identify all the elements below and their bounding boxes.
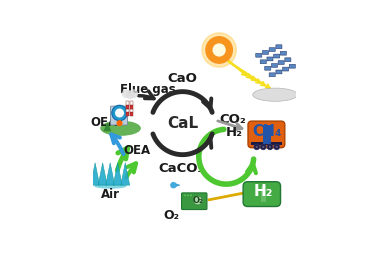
FancyBboxPatch shape — [190, 194, 192, 196]
FancyBboxPatch shape — [184, 194, 186, 196]
FancyBboxPatch shape — [126, 109, 129, 112]
Circle shape — [274, 144, 280, 150]
Circle shape — [255, 146, 258, 148]
FancyBboxPatch shape — [126, 105, 129, 109]
Polygon shape — [103, 122, 111, 131]
Circle shape — [262, 146, 264, 148]
FancyBboxPatch shape — [111, 106, 127, 125]
Ellipse shape — [94, 184, 127, 189]
FancyBboxPatch shape — [243, 182, 280, 206]
FancyBboxPatch shape — [278, 61, 284, 64]
Circle shape — [117, 120, 123, 126]
Text: CaCO₃: CaCO₃ — [158, 162, 203, 175]
FancyBboxPatch shape — [248, 121, 285, 148]
FancyBboxPatch shape — [274, 54, 280, 58]
FancyBboxPatch shape — [130, 112, 133, 116]
Text: O₂: O₂ — [192, 196, 203, 205]
FancyBboxPatch shape — [283, 67, 289, 71]
Circle shape — [115, 109, 124, 117]
Circle shape — [122, 89, 131, 98]
FancyBboxPatch shape — [130, 105, 133, 109]
FancyBboxPatch shape — [251, 143, 282, 145]
FancyBboxPatch shape — [271, 64, 277, 67]
Text: CO₂: CO₂ — [219, 112, 246, 126]
FancyBboxPatch shape — [130, 109, 133, 112]
Circle shape — [254, 144, 260, 150]
Circle shape — [276, 146, 278, 148]
FancyBboxPatch shape — [256, 53, 262, 57]
FancyBboxPatch shape — [269, 73, 275, 77]
Polygon shape — [113, 163, 122, 185]
FancyBboxPatch shape — [126, 101, 129, 105]
FancyBboxPatch shape — [182, 193, 207, 210]
Polygon shape — [121, 163, 130, 185]
Circle shape — [267, 144, 273, 150]
Circle shape — [193, 196, 202, 205]
Circle shape — [112, 105, 127, 121]
FancyBboxPatch shape — [285, 58, 291, 62]
FancyBboxPatch shape — [276, 70, 282, 74]
Text: OEA: OEA — [90, 116, 117, 129]
FancyBboxPatch shape — [260, 60, 266, 64]
FancyBboxPatch shape — [289, 64, 295, 68]
Ellipse shape — [100, 121, 141, 136]
Text: Flue gas: Flue gas — [120, 83, 176, 96]
Text: OEA: OEA — [123, 144, 150, 157]
Text: H₂: H₂ — [253, 184, 272, 199]
FancyBboxPatch shape — [276, 45, 282, 49]
Polygon shape — [98, 163, 107, 185]
Text: O₂: O₂ — [163, 209, 179, 222]
FancyBboxPatch shape — [130, 101, 133, 105]
Polygon shape — [91, 163, 100, 185]
FancyBboxPatch shape — [263, 50, 269, 54]
FancyBboxPatch shape — [126, 112, 129, 116]
FancyBboxPatch shape — [187, 194, 189, 196]
Circle shape — [260, 144, 266, 150]
FancyBboxPatch shape — [265, 66, 271, 70]
Text: CaO: CaO — [168, 72, 198, 85]
FancyBboxPatch shape — [261, 186, 266, 202]
Circle shape — [269, 146, 271, 148]
Circle shape — [129, 89, 138, 98]
FancyBboxPatch shape — [267, 57, 273, 61]
Polygon shape — [172, 182, 175, 183]
Text: H₂: H₂ — [226, 126, 243, 139]
FancyBboxPatch shape — [269, 48, 275, 51]
Text: Air: Air — [101, 188, 120, 201]
Circle shape — [206, 37, 232, 63]
Circle shape — [126, 90, 135, 99]
Text: CaL: CaL — [167, 116, 198, 131]
FancyBboxPatch shape — [280, 51, 287, 55]
Ellipse shape — [253, 88, 298, 101]
Text: CH₄: CH₄ — [252, 124, 282, 139]
FancyBboxPatch shape — [263, 125, 271, 144]
Circle shape — [170, 182, 177, 188]
Circle shape — [213, 44, 225, 56]
Circle shape — [202, 33, 236, 67]
Polygon shape — [106, 163, 115, 185]
